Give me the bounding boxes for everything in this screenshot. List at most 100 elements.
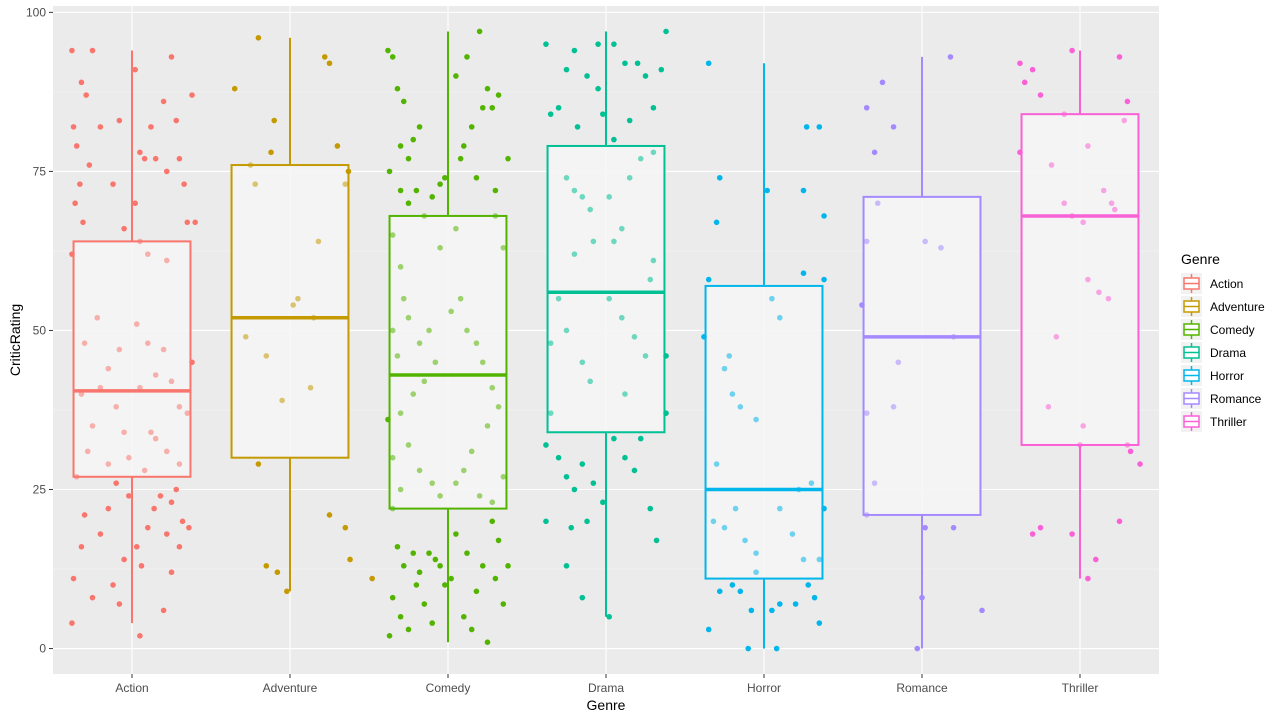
data-point-action	[69, 47, 75, 54]
data-point-romance	[871, 149, 878, 156]
data-point-thriller	[1069, 213, 1075, 219]
legend-label: Thriller	[1210, 415, 1247, 429]
data-point-action	[176, 543, 183, 550]
data-point-action	[86, 162, 93, 168]
data-point-thriller	[1108, 200, 1115, 207]
data-point-action	[78, 391, 85, 397]
data-point-comedy	[405, 314, 412, 321]
data-point-thriller	[1069, 531, 1075, 537]
data-point-drama	[637, 435, 644, 442]
legend-label: Horror	[1210, 369, 1244, 383]
data-point-comedy	[416, 124, 423, 130]
data-point-comedy	[468, 626, 475, 633]
data-point-drama	[571, 251, 578, 257]
data-point-action	[113, 404, 119, 410]
data-point-action	[168, 54, 175, 60]
data-point-action	[80, 219, 86, 226]
data-point-action	[148, 429, 154, 436]
data-point-action	[97, 124, 104, 130]
data-point-horror	[726, 353, 733, 359]
data-point-romance	[859, 302, 865, 308]
data-point-comedy	[421, 213, 428, 219]
data-point-action	[189, 359, 195, 366]
data-point-comedy	[468, 448, 475, 455]
data-point-horror	[777, 505, 783, 512]
data-point-drama	[595, 85, 601, 92]
data-point-action	[105, 505, 112, 512]
data-point-comedy	[416, 569, 423, 576]
box-layer	[72, 31, 1140, 649]
data-point-horror	[816, 556, 823, 563]
data-point-comedy	[479, 359, 486, 366]
data-point-comedy	[505, 563, 511, 569]
data-point-comedy	[416, 467, 423, 474]
data-point-action	[163, 531, 170, 537]
data-point-action	[94, 314, 101, 321]
data-point-horror	[821, 505, 827, 512]
data-point-adventure	[326, 512, 333, 518]
data-point-comedy	[464, 327, 470, 334]
data-point-action	[160, 607, 167, 614]
data-point-action	[116, 601, 123, 607]
data-point-action	[84, 448, 91, 455]
data-point-action	[148, 124, 154, 130]
data-point-adventure	[263, 353, 270, 359]
data-point-thriller	[1137, 461, 1143, 467]
data-point-adventure	[268, 149, 274, 156]
data-point-action	[97, 384, 104, 391]
data-point-drama	[563, 174, 570, 181]
data-point-action	[152, 435, 159, 442]
data-point-horror	[705, 60, 712, 67]
data-point-romance	[863, 104, 870, 111]
data-point-action	[126, 493, 132, 499]
data-point-action	[78, 543, 85, 550]
data-point-drama	[584, 518, 590, 525]
data-point-horror	[729, 391, 736, 397]
data-point-adventure	[342, 181, 349, 187]
data-point-comedy	[389, 232, 396, 238]
box-adventure	[230, 37, 350, 592]
data-point-drama	[563, 327, 570, 334]
x-tick-label-comedy: Comedy	[426, 681, 471, 695]
data-point-horror	[716, 174, 723, 181]
data-point-comedy	[484, 639, 491, 645]
data-point-action	[137, 384, 143, 391]
data-point-action	[141, 155, 148, 162]
data-point-thriller	[1069, 47, 1075, 54]
data-point-romance	[950, 334, 957, 340]
data-point-adventure	[307, 384, 314, 391]
data-point-comedy	[492, 187, 499, 194]
legend-items: Action Adventure Comedy Drama Horror Romance T…	[1181, 273, 1265, 432]
data-point-romance	[914, 645, 921, 652]
legend-label: Comedy	[1210, 323, 1255, 337]
legend-item-drama: Drama	[1181, 342, 1246, 363]
data-point-romance	[938, 244, 944, 251]
data-point-comedy	[413, 582, 420, 588]
data-point-comedy	[484, 423, 491, 429]
data-point-drama	[663, 353, 669, 359]
legend-title: Genre	[1181, 251, 1220, 267]
data-point-horror	[795, 486, 802, 493]
data-point-comedy	[442, 582, 448, 588]
box-comedy	[388, 31, 508, 643]
data-point-action	[78, 79, 85, 86]
data-point-adventure	[295, 295, 301, 302]
data-point-comedy	[413, 187, 420, 194]
data-point-romance	[863, 238, 870, 245]
data-point-adventure	[242, 334, 249, 340]
data-point-comedy	[389, 327, 396, 334]
data-point-thriller	[1061, 200, 1067, 207]
data-point-comedy	[394, 353, 401, 359]
data-point-horror	[737, 404, 744, 410]
data-point-comedy	[421, 601, 428, 607]
data-point-drama	[547, 410, 554, 416]
data-point-drama	[571, 187, 578, 194]
data-point-drama	[626, 174, 633, 181]
box-rect	[72, 240, 192, 478]
data-point-adventure	[231, 85, 238, 92]
data-point-thriller	[1085, 143, 1091, 149]
data-point-comedy	[453, 73, 459, 79]
data-point-comedy	[453, 225, 459, 232]
